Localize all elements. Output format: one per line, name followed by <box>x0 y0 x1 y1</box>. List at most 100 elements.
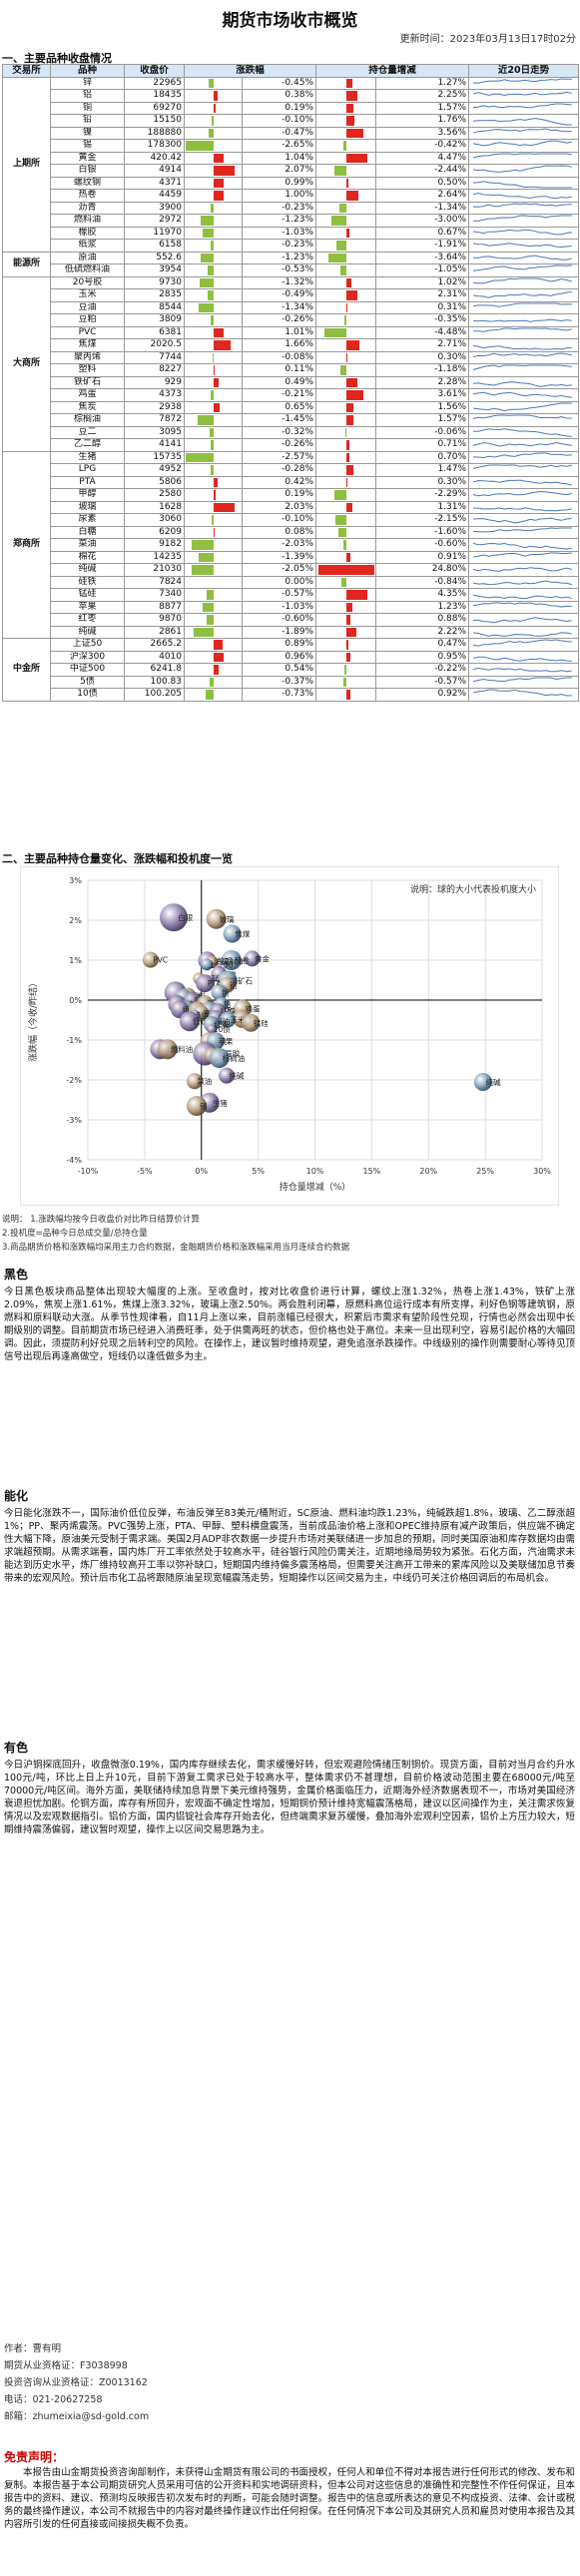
sparkline <box>472 580 572 585</box>
product-name: 焦炭 <box>50 400 125 414</box>
table-row: 上期所锌 22965 -0.45% 1.27% <box>2 76 580 253</box>
oi-value: 0.31% <box>375 300 470 314</box>
oi-value: 0.50% <box>375 176 470 190</box>
change-bar <box>212 515 214 525</box>
oi-value: 2.64% <box>375 189 470 203</box>
change-value: 0.89% <box>241 638 317 652</box>
change-bar <box>213 178 224 188</box>
change-bar <box>199 277 214 287</box>
oi-value: 0.95% <box>375 650 470 664</box>
sparkline <box>472 193 572 200</box>
exchange-name: 大商所 <box>2 275 51 452</box>
change-value: 0.42% <box>241 475 317 489</box>
license: 期货从业资格证：F3038998 <box>4 2360 128 2371</box>
author-info: 作者：曹有明 期货从业资格证：F3038998 投资咨询从业资格证：Z00131… <box>4 2340 149 2425</box>
oi-bar <box>339 365 346 375</box>
sparkline-path <box>473 78 572 84</box>
email: 邮箱：zhumeixia@sd-gold.com <box>4 2411 150 2422</box>
close-price: 21030 <box>124 563 185 577</box>
header-exchange: 交易所 <box>2 64 51 78</box>
table-row: 红枣 9870 -0.60% 0.88% <box>3 613 580 627</box>
sparkline <box>472 264 572 271</box>
change-bar-cell <box>184 625 243 639</box>
energy-paragraph: 今日能化涨跌不一，国际油价低位反弹，布油反弹至83美元/桶附近，SC原油、燃料油… <box>4 1508 575 1584</box>
change-bar-cell <box>184 126 243 140</box>
trend-sparkline <box>468 550 580 564</box>
product-name: 燃料油 <box>50 214 125 228</box>
table-row: 纸浆 6158 -0.23% -1.91% <box>3 239 580 253</box>
change-bar <box>191 565 214 575</box>
oi-bar-cell <box>315 525 377 539</box>
oi-bar <box>317 565 374 575</box>
sparkline-path <box>472 392 572 398</box>
oi-value: -0.57% <box>375 675 470 689</box>
product-name: 菜油 <box>50 538 125 552</box>
oi-bar-cell <box>315 76 377 90</box>
product-name: 20号胶 <box>50 275 125 289</box>
oi-value: -0.06% <box>375 425 470 439</box>
oi-bar <box>345 502 352 512</box>
sparkline-path <box>472 165 572 174</box>
sparkline <box>473 180 572 189</box>
trend-sparkline <box>468 76 580 90</box>
section-2-title: 二、主要品种持仓量变化、涨跌幅和投机度一览 <box>2 852 233 865</box>
sparkline <box>472 318 572 323</box>
oi-bar-cell <box>315 500 377 514</box>
oi-bar <box>345 103 354 113</box>
header-trend: 近20日走势 <box>468 64 580 78</box>
sparkline <box>472 602 572 608</box>
change-bar <box>207 615 214 625</box>
product-name: 螺纹钢 <box>50 176 125 190</box>
change-value: -2.65% <box>241 139 317 153</box>
oi-value: 1.56% <box>375 400 470 414</box>
table-row: PVC 6381 1.01% -4.48% <box>3 325 580 339</box>
close-price: 9870 <box>124 613 185 627</box>
table-row: 能源所 原油 552.6 -1.23% -3.64% <box>2 251 580 277</box>
oi-value: -0.22% <box>375 663 470 677</box>
trend-sparkline <box>468 189 580 203</box>
change-value: -1.03% <box>241 226 317 240</box>
sparkline-path <box>472 364 572 371</box>
oi-bar <box>338 203 346 213</box>
note-line: 3.商品期货价格和涨跌幅均采用主力合约数据，金融期货价格和涨跌幅采用当月连续合约… <box>2 1243 350 1253</box>
trend-sparkline <box>468 488 580 502</box>
point-label: 20号胶 <box>216 1048 241 1058</box>
change-bar <box>213 640 223 650</box>
trend-sparkline <box>468 375 580 389</box>
sparkline <box>472 639 572 647</box>
trend-sparkline <box>468 613 580 627</box>
trend-sparkline <box>468 475 580 489</box>
x-tick-label: 15% <box>362 1167 380 1176</box>
product-name: 生猪 <box>50 450 125 464</box>
sparkline-path <box>472 656 572 662</box>
oi-bar-cell <box>315 263 377 277</box>
change-bar-cell <box>184 563 243 577</box>
trend-sparkline <box>468 575 580 589</box>
trend-sparkline <box>468 275 580 289</box>
oi-bar <box>345 652 351 662</box>
sparkline <box>472 103 572 109</box>
table-row: 铝 18435 0.38% 2.25% <box>3 89 580 103</box>
oi-bar <box>336 241 346 251</box>
sparkline <box>472 153 572 159</box>
product-name: 铝 <box>50 89 125 103</box>
oi-bar-cell <box>315 226 377 240</box>
oi-bar-cell <box>315 488 377 502</box>
close-price: 6381 <box>124 325 185 339</box>
change-bar <box>213 340 232 350</box>
sparkline <box>472 345 572 350</box>
product-name: 白银 <box>50 164 125 178</box>
change-bar <box>210 465 214 475</box>
sparkline-path <box>473 327 572 332</box>
table-row: 棉花 14235 -1.39% 0.91% <box>3 550 580 564</box>
oi-bar <box>327 253 346 262</box>
oi-value: 0.70% <box>375 450 470 464</box>
table-row: 10债 100.205 -0.73% 0.92% <box>3 688 580 702</box>
sparkline-path <box>473 527 572 533</box>
trend-sparkline <box>468 151 580 165</box>
change-value: -0.26% <box>241 438 317 452</box>
change-value: -1.89% <box>241 625 317 639</box>
oi-bar <box>345 640 348 650</box>
close-price: 420.42 <box>124 151 185 165</box>
change-bar <box>213 665 220 675</box>
